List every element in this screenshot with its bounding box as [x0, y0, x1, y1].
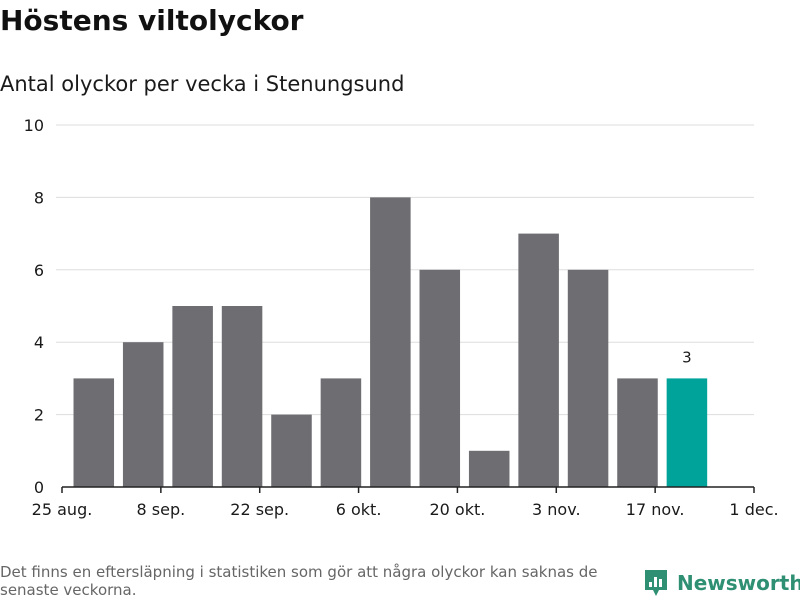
bar — [271, 414, 312, 487]
y-tick-label: 8 — [34, 188, 44, 207]
x-tick-label: 6 okt. — [336, 500, 382, 519]
bar — [73, 378, 115, 487]
y-tick-label: 10 — [24, 116, 44, 135]
bar — [518, 233, 559, 487]
bar — [666, 378, 708, 487]
bar — [122, 342, 164, 487]
bar — [567, 269, 609, 487]
brand-logo: Newsworthy — [643, 568, 800, 598]
bar — [320, 378, 362, 487]
bar — [172, 306, 213, 487]
bar — [468, 450, 510, 487]
footnote: Det finns en eftersläpning i statistiken… — [0, 563, 598, 599]
x-tick-label: 25 aug. — [32, 500, 93, 519]
bar — [370, 197, 411, 487]
x-tick-label: 3 nov. — [532, 500, 581, 519]
x-tick-label: 22 sep. — [230, 500, 289, 519]
bar — [221, 306, 263, 487]
bar — [419, 269, 461, 487]
newsworthy-logo-icon — [645, 570, 667, 596]
brand-name: Newsworthy — [677, 571, 800, 595]
chart-subtitle: Antal olyckor per vecka i Stenungsund — [0, 72, 405, 96]
x-tick-label: 20 okt. — [429, 500, 485, 519]
y-tick-label: 2 — [34, 406, 44, 425]
x-tick-label: 17 nov. — [626, 500, 685, 519]
x-tick-label: 8 sep. — [137, 500, 186, 519]
bar — [617, 378, 658, 487]
y-tick-label: 6 — [34, 261, 44, 280]
y-tick-label: 4 — [34, 333, 44, 352]
chart-title: Höstens viltolyckor — [0, 4, 304, 37]
y-tick-label: 0 — [34, 478, 44, 497]
bar-data-label: 3 — [682, 348, 692, 366]
x-tick-label: 1 dec. — [729, 500, 778, 519]
